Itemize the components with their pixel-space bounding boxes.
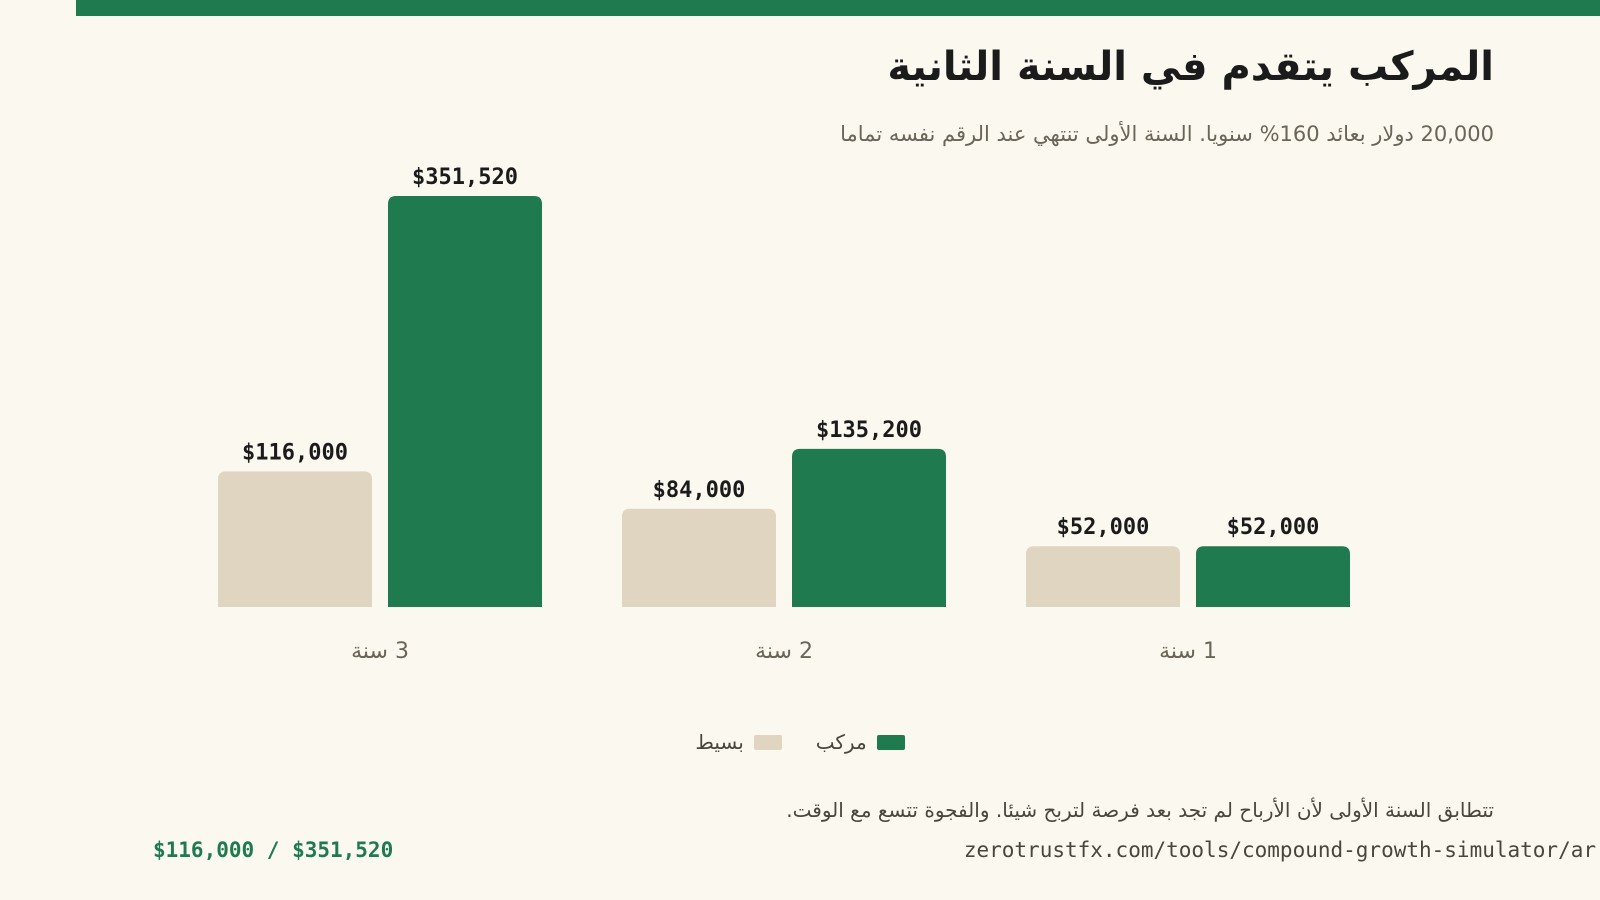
bar-compound-3 xyxy=(388,196,542,607)
ratio-readout: $116,000 / $351,520 xyxy=(153,838,394,862)
legend-label-simple: بسيط xyxy=(695,730,744,754)
legend-label-compound: مركب xyxy=(815,730,867,754)
value-label-compound-3: $351,520 xyxy=(412,165,518,190)
value-label-simple-3: $116,000 xyxy=(242,440,348,465)
bar-simple-2 xyxy=(622,508,776,607)
compound-swatch-icon xyxy=(876,734,905,750)
source-url: zerotrustfx.com/tools/compound-growth-si… xyxy=(963,838,1596,862)
chart-subtitle: 20,000 دولار بعائد 160% سنويا. السنة الأ… xyxy=(840,122,1494,146)
legend-item-simple: بسيط xyxy=(695,730,782,754)
legend-item-compound: مركب xyxy=(816,730,905,754)
simple-swatch-icon xyxy=(753,734,782,750)
bar-simple-1 xyxy=(1026,546,1180,607)
top-accent-bar xyxy=(76,0,1600,16)
category-label-2: 2 سنة xyxy=(755,639,813,664)
value-label-simple-2: $84,000 xyxy=(653,478,746,503)
footnote: تتطابق السنة الأولى لأن الأرباح لم تجد ب… xyxy=(786,798,1494,822)
category-label-1: 1 سنة xyxy=(1159,639,1217,664)
bar-chart: $52,000 $52,000 1 سنة $84,000 $135,200 2 سنة $… xyxy=(218,165,1350,664)
bar-simple-3 xyxy=(218,471,372,607)
chart-legend: مركب بسيط xyxy=(0,730,1600,754)
value-label-simple-1: $52,000 xyxy=(1057,515,1150,540)
value-label-compound-2: $135,200 xyxy=(816,418,922,443)
category-label-3: 3 سنة xyxy=(351,639,409,664)
chart-title: المركب يتقدم في السنة الثانية xyxy=(887,44,1494,90)
value-label-compound-1: $52,000 xyxy=(1227,515,1320,540)
bar-compound-2 xyxy=(792,448,946,607)
bar-compound-1 xyxy=(1196,546,1350,607)
